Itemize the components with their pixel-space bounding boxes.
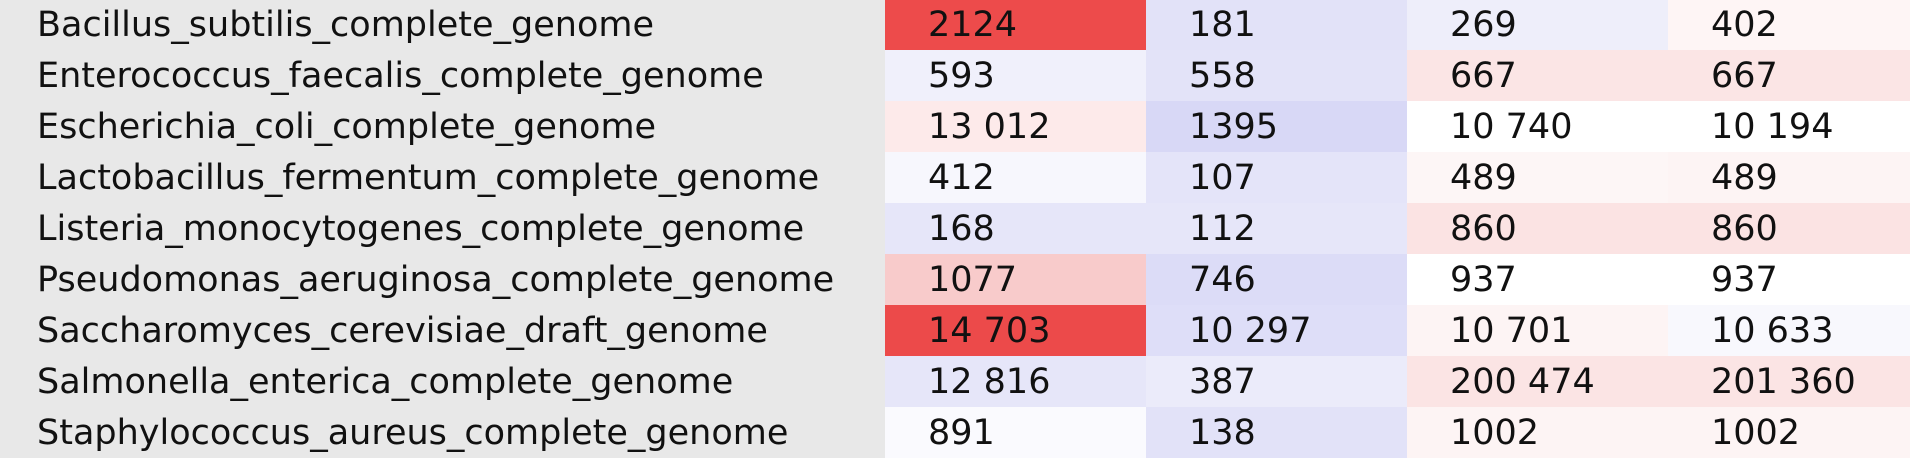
- row-label[interactable]: Bacillus_subtilis_complete_genome: [0, 0, 885, 50]
- value-cell-col-3[interactable]: 667: [1407, 50, 1668, 101]
- value-cell-col-2[interactable]: 107: [1146, 152, 1407, 203]
- value-cell-col-4[interactable]: 1002: [1668, 407, 1910, 458]
- value-cell-col-2[interactable]: 746: [1146, 254, 1407, 305]
- value-cell-col-1[interactable]: 12 816: [885, 356, 1146, 407]
- value-cell-col-3[interactable]: 489: [1407, 152, 1668, 203]
- value-cell-col-3[interactable]: 200 474: [1407, 356, 1668, 407]
- row-label[interactable]: Listeria_monocytogenes_complete_genome: [0, 203, 885, 254]
- row-label[interactable]: Enterococcus_faecalis_complete_genome: [0, 50, 885, 101]
- value-cell-col-3[interactable]: 269: [1407, 0, 1668, 50]
- value-cell-col-2[interactable]: 112: [1146, 203, 1407, 254]
- value-cell-col-2[interactable]: 138: [1146, 407, 1407, 458]
- value-cell-col-3[interactable]: 937: [1407, 254, 1668, 305]
- value-cell-col-4[interactable]: 937: [1668, 254, 1910, 305]
- row-label[interactable]: Staphylococcus_aureus_complete_genome: [0, 407, 885, 458]
- value-cell-col-1[interactable]: 891: [885, 407, 1146, 458]
- row-label[interactable]: Lactobacillus_fermentum_complete_genome: [0, 152, 885, 203]
- value-cell-col-1[interactable]: 412: [885, 152, 1146, 203]
- value-cell-col-1[interactable]: 1077: [885, 254, 1146, 305]
- value-cell-col-3[interactable]: 1002: [1407, 407, 1668, 458]
- row-label[interactable]: Pseudomonas_aeruginosa_complete_genome: [0, 254, 885, 305]
- value-cell-col-2[interactable]: 181: [1146, 0, 1407, 50]
- value-cell-col-3[interactable]: 10 740: [1407, 101, 1668, 152]
- row-label[interactable]: Saccharomyces_cerevisiae_draft_genome: [0, 305, 885, 356]
- value-cell-col-2[interactable]: 387: [1146, 356, 1407, 407]
- value-cell-col-4[interactable]: 10 633: [1668, 305, 1910, 356]
- value-cell-col-3[interactable]: 10 701: [1407, 305, 1668, 356]
- value-cell-col-1[interactable]: 593: [885, 50, 1146, 101]
- value-cell-col-3[interactable]: 860: [1407, 203, 1668, 254]
- value-cell-col-4[interactable]: 489: [1668, 152, 1910, 203]
- value-cell-col-4[interactable]: 10 194: [1668, 101, 1910, 152]
- value-cell-col-1[interactable]: 168: [885, 203, 1146, 254]
- value-cell-col-4[interactable]: 860: [1668, 203, 1910, 254]
- value-cell-col-2[interactable]: 1395: [1146, 101, 1407, 152]
- value-cell-col-4[interactable]: 402: [1668, 0, 1910, 50]
- value-cell-col-4[interactable]: 667: [1668, 50, 1910, 101]
- value-cell-col-1[interactable]: 14 703: [885, 305, 1146, 356]
- row-label[interactable]: Salmonella_enterica_complete_genome: [0, 356, 885, 407]
- value-cell-col-2[interactable]: 558: [1146, 50, 1407, 101]
- value-cell-col-1[interactable]: 2124: [885, 0, 1146, 50]
- value-cell-col-4[interactable]: 201 360: [1668, 356, 1910, 407]
- row-label[interactable]: Escherichia_coli_complete_genome: [0, 101, 885, 152]
- value-cell-col-2[interactable]: 10 297: [1146, 305, 1407, 356]
- value-cell-col-1[interactable]: 13 012: [885, 101, 1146, 152]
